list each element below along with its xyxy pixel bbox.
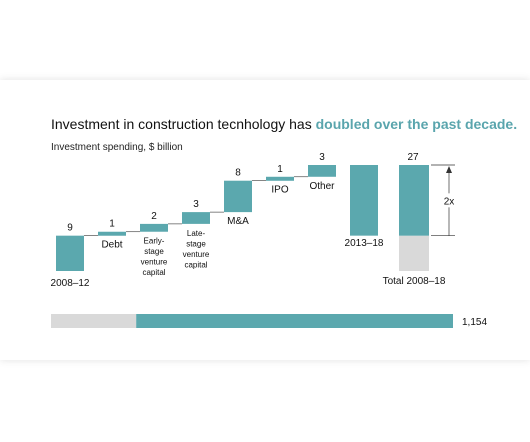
category-label-3: capital [184,260,207,269]
category-label-4: M&A [227,216,249,227]
bar-total-segment-2008-12 [399,235,429,271]
comparison-bar-label: 1,154 [462,317,487,328]
title-prefix: Investment in construction tecnhology ha… [51,116,316,132]
value-label-3: 3 [193,199,199,210]
bar-0 [56,235,84,271]
category-label-7: 2013–18 [345,238,384,249]
category-label-3: stage [186,239,206,248]
value-label-2: 2 [151,211,157,222]
chart-title: Investment in construction tecnhology ha… [51,116,517,132]
bar-4 [224,180,252,213]
category-label-2: venture [141,258,168,267]
bar-2 [140,223,168,232]
category-label-3: venture [183,250,210,259]
category-label-1: Debt [101,240,122,251]
category-label-8: Total 2008–18 [383,276,446,287]
category-label-2: stage [144,247,164,256]
bar-total-segment-2013-18 [399,165,429,236]
value-label-4: 8 [235,168,241,179]
value-label-6: 3 [319,152,325,163]
value-label-8: 27 [407,152,419,163]
category-label-5: IPO [271,185,288,196]
annotation-background [441,193,457,208]
category-label-3: Late- [187,229,206,238]
bar-7 [350,165,378,236]
bar-1 [98,231,126,236]
title-highlight: doubled over the past decade. [315,116,518,132]
category-label-2: capital [142,268,165,277]
category-label-6: Other [309,181,335,192]
category-label-2: Early- [144,237,165,246]
bar-6 [308,165,336,177]
comparison-bar-teal [136,314,453,328]
bar-3 [182,212,210,224]
category-label-0: 2008–12 [51,278,90,289]
comparison-bar-grey [51,314,137,328]
value-label-1: 1 [109,219,115,230]
bar-5 [266,176,294,181]
annotation-2x: 2x [444,196,455,207]
chart-subtitle: Investment spending, $ billion [51,142,183,153]
chart-card [0,80,530,360]
bracket-arrow-head [446,166,452,173]
value-label-0: 9 [67,223,73,234]
value-label-5: 1 [277,164,283,175]
